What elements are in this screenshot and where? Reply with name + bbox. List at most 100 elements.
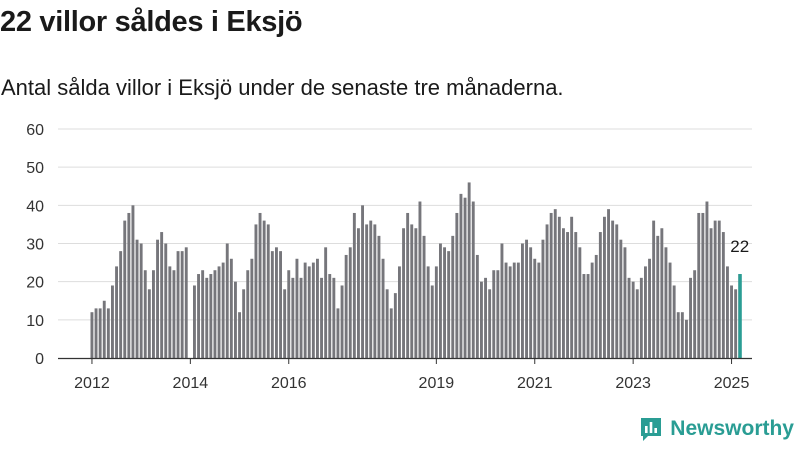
bar xyxy=(340,285,344,358)
bar xyxy=(508,266,512,358)
bar xyxy=(398,266,401,358)
bar xyxy=(734,289,738,358)
bar xyxy=(324,247,328,358)
bar xyxy=(594,254,598,358)
bar xyxy=(385,289,389,358)
bar xyxy=(529,247,533,358)
bar xyxy=(361,205,364,358)
bar xyxy=(106,308,110,358)
y-tick-label: 10 xyxy=(26,313,44,330)
bar xyxy=(726,266,729,358)
bar xyxy=(545,224,549,358)
bar xyxy=(406,212,410,358)
bar xyxy=(316,258,319,358)
bar xyxy=(631,281,635,358)
bar xyxy=(94,308,98,358)
bar xyxy=(147,289,151,358)
bar xyxy=(357,228,360,358)
bar xyxy=(730,285,733,358)
bar xyxy=(496,270,500,358)
bar xyxy=(484,277,487,358)
bar xyxy=(619,239,623,358)
bar xyxy=(492,270,496,358)
bar xyxy=(574,232,578,358)
bar xyxy=(607,209,610,358)
bar xyxy=(463,197,467,358)
x-tick-label: 2023 xyxy=(615,375,651,392)
bar xyxy=(451,235,455,358)
bar xyxy=(365,224,369,358)
bar xyxy=(512,262,516,358)
bar xyxy=(713,220,717,358)
bar xyxy=(426,266,430,358)
bar xyxy=(537,262,541,358)
bar xyxy=(229,258,233,358)
bar xyxy=(193,285,196,358)
bar xyxy=(217,266,221,358)
bar xyxy=(172,270,176,358)
y-tick-label: 20 xyxy=(26,275,44,292)
bar xyxy=(660,228,664,358)
bar xyxy=(160,232,164,358)
bar xyxy=(480,281,483,358)
bar xyxy=(516,262,520,358)
bar xyxy=(623,247,627,358)
bar xyxy=(197,274,200,358)
bar xyxy=(291,277,295,358)
y-tick-label: 50 xyxy=(26,160,44,177)
bar xyxy=(582,274,586,358)
bar xyxy=(127,212,131,358)
y-tick-label: 30 xyxy=(26,237,44,254)
x-tick-label: 2014 xyxy=(173,375,209,392)
bar xyxy=(693,270,697,358)
bar xyxy=(672,285,676,358)
bar xyxy=(221,262,225,358)
y-tick-label: 0 xyxy=(35,351,44,368)
bar xyxy=(275,247,278,358)
bar xyxy=(205,277,209,358)
bar xyxy=(234,281,237,358)
bar xyxy=(307,266,311,358)
bar xyxy=(131,205,135,358)
bar xyxy=(705,201,709,358)
bar xyxy=(135,239,139,358)
bar xyxy=(168,266,172,358)
bar xyxy=(721,232,725,358)
bar xyxy=(156,239,159,358)
bar xyxy=(521,243,524,358)
bar xyxy=(295,258,299,358)
bar xyxy=(262,220,266,358)
bar xyxy=(242,289,246,358)
bar xyxy=(258,212,262,358)
bar xyxy=(685,319,688,358)
bar xyxy=(283,289,287,358)
bar xyxy=(152,270,155,358)
bar xyxy=(639,277,643,358)
y-tick-label: 60 xyxy=(26,122,44,139)
highlight-value-label: 22 xyxy=(730,237,749,256)
bar xyxy=(250,258,254,358)
bar xyxy=(443,247,446,358)
bar xyxy=(139,243,143,358)
bar xyxy=(90,312,94,358)
bar xyxy=(615,224,619,358)
brand-logo: Newsworthy xyxy=(639,416,794,442)
bar xyxy=(471,201,475,358)
bar xyxy=(680,312,684,358)
x-tick-label: 2019 xyxy=(419,375,455,392)
bar xyxy=(344,254,348,358)
bar xyxy=(176,251,180,358)
bar xyxy=(611,220,615,358)
bar xyxy=(381,258,385,358)
x-tick-label: 2025 xyxy=(714,375,750,392)
bar xyxy=(467,182,471,358)
bar xyxy=(570,216,574,358)
bar xyxy=(689,277,692,358)
bar xyxy=(373,224,377,358)
bar xyxy=(598,232,602,358)
bar xyxy=(119,251,123,358)
bar xyxy=(500,243,504,358)
bar xyxy=(676,312,680,358)
bar-highlight xyxy=(738,274,742,358)
bar xyxy=(557,216,561,358)
